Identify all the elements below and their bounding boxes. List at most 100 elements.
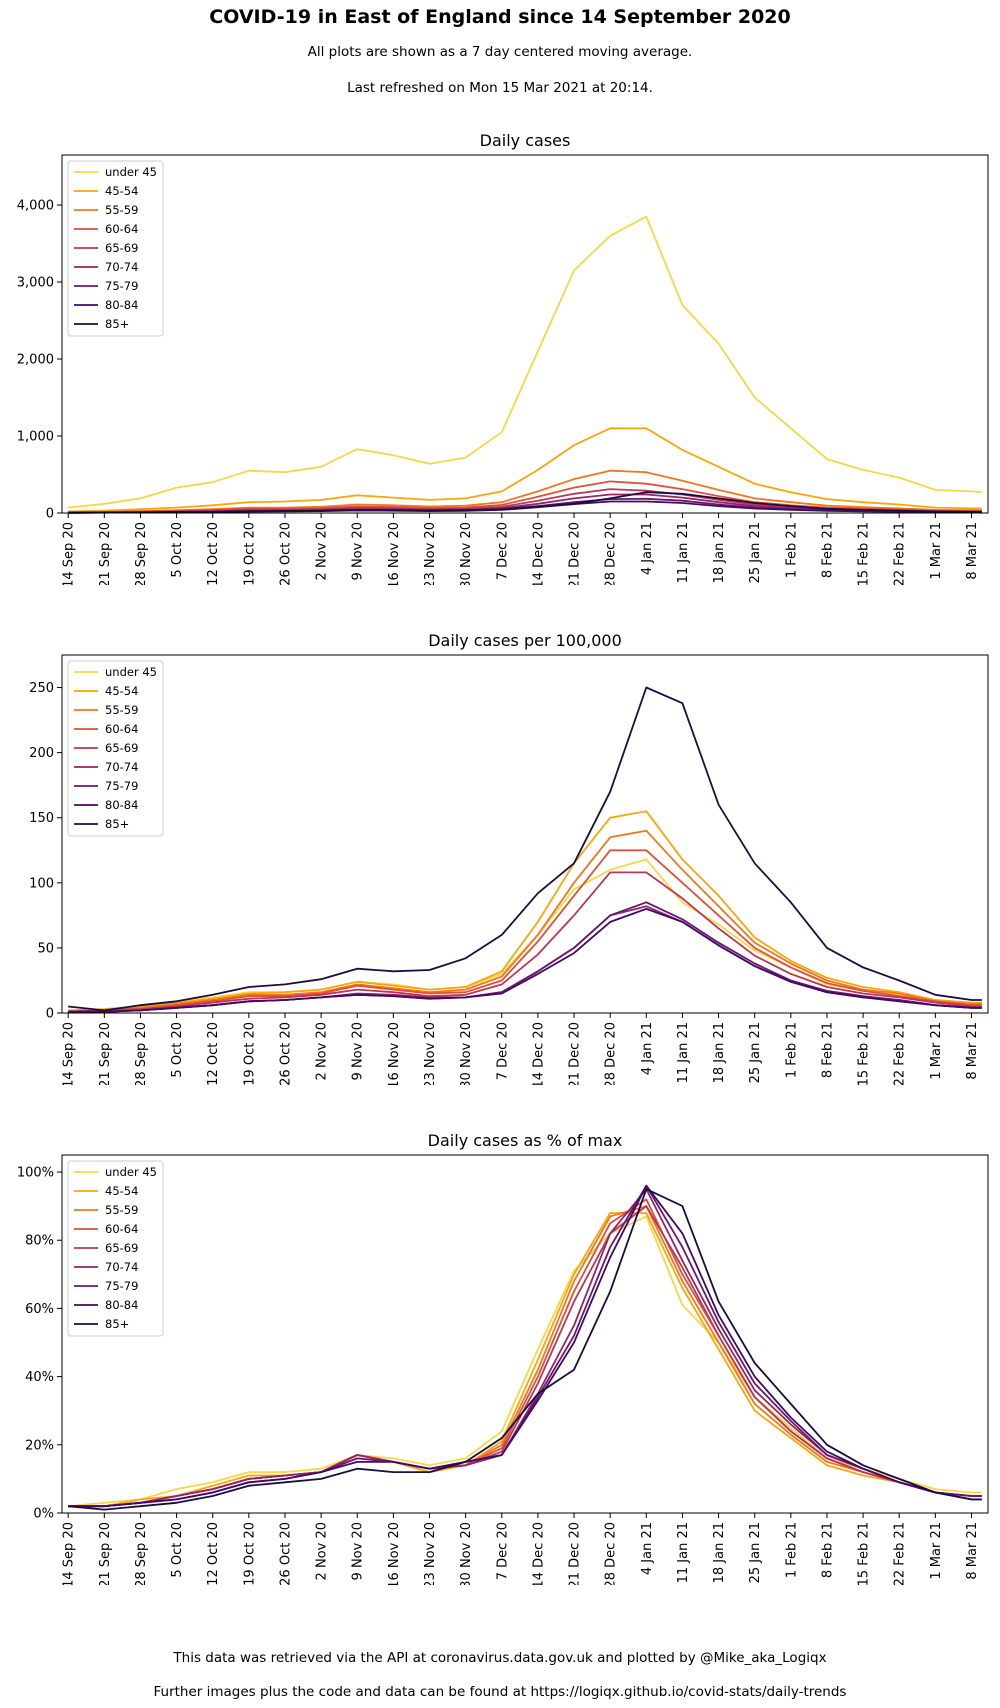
x-tick-label: 1 Mar 21	[929, 522, 944, 580]
x-tick-label: 16 Nov 20	[387, 1522, 402, 1585]
x-tick-label: 7 Dec 20	[495, 522, 510, 580]
legend-label: under 45	[105, 665, 157, 679]
y-tick-label: 3,000	[17, 276, 54, 291]
x-tick-label: 14 Sep 20	[62, 1522, 77, 1585]
legend-label: 45-54	[105, 184, 138, 198]
y-tick-label: 150	[29, 811, 54, 826]
plot-frame	[61, 654, 989, 1014]
legend: under 45 45-54 55-59 60-64 65-69 70-74 75-79 80…	[67, 160, 164, 337]
x-tick-label: 8 Mar 21	[965, 522, 980, 580]
chart-daily-cases: Daily cases 0 1,000 2,000 3,000 4,000 14 Sep 2…	[17, 131, 989, 585]
x-tick-label: 1 Feb 21	[784, 1522, 799, 1578]
x-tick-label: 14 Sep 20	[62, 522, 77, 585]
plot-frame	[61, 1154, 989, 1514]
x-tick-label: 25 Jan 21	[748, 522, 763, 583]
legend-label: 85+	[105, 817, 129, 831]
x-tick-label: 28 Sep 20	[134, 1522, 149, 1585]
series-line-8	[68, 686, 982, 1012]
series-line-0	[68, 1215, 982, 1508]
x-tick-label: 19 Oct 20	[242, 522, 257, 585]
x-tick-label: 12 Oct 20	[206, 1522, 221, 1585]
legend-label: 65-69	[105, 1241, 138, 1255]
series-line-7	[68, 907, 982, 1013]
x-tick-label: 23 Nov 20	[423, 522, 438, 585]
x-tick-label: 8 Feb 21	[820, 522, 835, 578]
y-tick-label: 200	[29, 746, 54, 761]
x-tick-label: 18 Jan 21	[712, 1022, 727, 1083]
plot-frame	[61, 154, 989, 514]
chart-daily-cases-pct-max: Daily cases as % of max 0% 20% 40% 60% 80% 100…	[17, 1131, 989, 1585]
legend-label: 55-59	[105, 703, 138, 717]
x-tick-label: 28 Dec 20	[604, 1522, 619, 1585]
legend: under 45 45-54 55-59 60-64 65-69 70-74 75-79 80…	[67, 660, 164, 837]
x-tick-label: 9 Nov 20	[351, 1522, 366, 1580]
x-tick-label: 14 Dec 20	[531, 1522, 546, 1585]
x-tick-label: 11 Jan 21	[676, 1522, 691, 1583]
x-tick-label: 12 Oct 20	[206, 1022, 221, 1085]
chart-title: Daily cases as % of max	[428, 1131, 623, 1150]
x-tick-label: 11 Jan 21	[676, 1022, 691, 1083]
x-tick-label: 22 Feb 21	[893, 522, 908, 585]
x-tick-label: 1 Mar 21	[929, 1522, 944, 1580]
x-tick-label: 18 Jan 21	[712, 1522, 727, 1583]
y-tick-label: 20%	[25, 1438, 54, 1453]
x-tick-label: 18 Jan 21	[712, 522, 727, 583]
legend-label: 85+	[105, 317, 129, 331]
y-tick-label: 0	[46, 1007, 54, 1022]
series-line-1	[68, 1212, 982, 1508]
x-tick-label: 21 Dec 20	[568, 522, 583, 585]
x-tick-label: 25 Jan 21	[748, 1522, 763, 1583]
x-tick-label: 30 Nov 20	[459, 522, 474, 585]
x-tick-label: 21 Dec 20	[568, 1022, 583, 1085]
x-tick-label: 2 Nov 20	[315, 1022, 330, 1080]
x-tick-label: 28 Dec 20	[604, 1022, 619, 1085]
x-tick-label: 14 Dec 20	[531, 1022, 546, 1085]
x-tick-label: 12 Oct 20	[206, 522, 221, 585]
page-title: COVID-19 in East of England since 14 Sep…	[209, 6, 791, 28]
legend-label: 75-79	[105, 779, 138, 793]
legend-label: 60-64	[105, 1222, 138, 1236]
subtitle-moving-average: All plots are shown as a 7 day centered …	[307, 44, 693, 60]
x-tick-label: 14 Dec 20	[531, 522, 546, 585]
series-line-7	[68, 1184, 982, 1508]
chart-title: Daily cases	[480, 131, 571, 150]
legend-box	[67, 660, 164, 837]
legend-label: 75-79	[105, 279, 138, 293]
y-tick-label: 80%	[25, 1234, 54, 1249]
x-tick-label: 4 Jan 21	[640, 1022, 655, 1075]
x-tick-label: 8 Mar 21	[965, 1522, 980, 1580]
x-tick-label: 4 Jan 21	[640, 1522, 655, 1575]
legend-label: 80-84	[105, 1298, 138, 1312]
x-tick-label: 9 Nov 20	[351, 522, 366, 580]
x-tick-label: 22 Feb 21	[893, 1022, 908, 1085]
series-line-8	[68, 491, 982, 514]
x-tick-label: 30 Nov 20	[459, 1022, 474, 1085]
series-line-1	[68, 810, 982, 1012]
series-line-4	[68, 871, 982, 1013]
footer-data-source: This data was retrieved via the API at c…	[173, 1650, 827, 1666]
x-tick-label: 15 Feb 21	[857, 1022, 872, 1085]
series-line-2	[68, 469, 982, 514]
x-tick-label: 28 Sep 20	[134, 522, 149, 585]
x-tick-label: 5 Oct 20	[170, 1022, 185, 1078]
x-tick-label: 28 Dec 20	[604, 522, 619, 585]
footer-further-images: Further images plus the code and data ca…	[153, 1684, 847, 1700]
legend-box	[67, 1160, 164, 1337]
legend-label: 75-79	[105, 1279, 138, 1293]
x-tick-label: 28 Sep 20	[134, 1022, 149, 1085]
y-tick-label: 60%	[25, 1302, 54, 1317]
x-tick-label: 2 Nov 20	[315, 1522, 330, 1580]
x-tick-label: 11 Jan 21	[676, 522, 691, 583]
chart-daily-cases-per-100k: Daily cases per 100,000 0 50 100 150 200 250 14…	[29, 631, 989, 1085]
series-line-3	[68, 849, 982, 1013]
series-line-6	[68, 1184, 982, 1508]
legend-label: 45-54	[105, 684, 138, 698]
x-tick-label: 5 Oct 20	[170, 522, 185, 578]
x-tick-label: 19 Oct 20	[242, 1522, 257, 1585]
y-tick-label: 100	[29, 876, 54, 891]
x-tick-label: 21 Sep 20	[98, 1522, 113, 1585]
legend-label: 60-64	[105, 722, 138, 736]
y-tick-label: 0%	[33, 1507, 54, 1522]
legend-label: 80-84	[105, 798, 138, 812]
x-tick-label: 26 Oct 20	[278, 1522, 293, 1585]
